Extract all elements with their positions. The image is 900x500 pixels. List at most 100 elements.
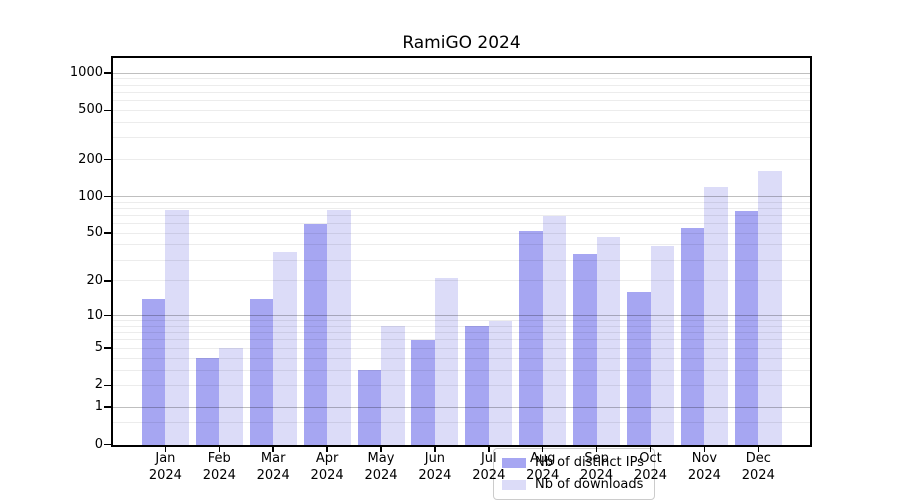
bar-distinct-ips	[465, 326, 489, 445]
x-tick-mark	[595, 446, 598, 452]
x-tick-label: May 2024	[351, 451, 411, 484]
x-tick-mark	[703, 446, 706, 452]
bars-layer	[113, 58, 810, 445]
x-tick-month: Nov	[691, 451, 718, 466]
bar-downloads	[488, 320, 513, 445]
x-tick-label: Aug 2024	[513, 451, 573, 484]
x-tick-year: 2024	[687, 467, 721, 483]
x-tick-mark	[541, 446, 544, 452]
x-tick-year: 2024	[580, 467, 614, 483]
bar-downloads	[165, 210, 189, 445]
y-tick-label: 500	[78, 102, 103, 118]
y-tick-mark	[104, 443, 111, 446]
legend-item-distinct-ips: Nb of distinct IPs	[502, 454, 646, 472]
x-tick-year: 2024	[364, 467, 398, 483]
x-tick-mark	[218, 446, 221, 452]
x-tick-mark	[326, 446, 328, 452]
bar-downloads	[596, 236, 621, 445]
x-tick-month: May	[367, 451, 395, 466]
x-tick-mark	[380, 446, 382, 452]
x-tick-label: Jan 2024	[135, 451, 195, 484]
bar-distinct-ips	[141, 299, 166, 445]
x-tick-month: Mar	[260, 451, 286, 466]
y-tick-label: 50	[86, 225, 103, 241]
bar-downloads	[434, 278, 459, 445]
bar-distinct-ips	[195, 358, 220, 445]
x-tick-year: 2024	[741, 467, 775, 483]
bar-downloads	[704, 186, 728, 445]
y-tick-mark	[104, 384, 111, 387]
legend-item-downloads: Nb of downloads	[502, 476, 646, 494]
x-tick-label: Dec 2024	[728, 451, 788, 484]
y-tick-label: 1000	[69, 65, 103, 81]
y-tick-label: 2	[94, 377, 103, 393]
bar-distinct-ips	[411, 339, 435, 445]
x-tick-mark	[757, 446, 760, 452]
x-tick-month: Dec	[745, 451, 771, 466]
x-tick-mark	[649, 446, 652, 452]
y-tick-mark	[104, 314, 111, 317]
y-tick-label: 100	[78, 188, 103, 204]
x-tick-year: 2024	[256, 467, 290, 483]
x-tick-month: Jul	[480, 451, 497, 466]
x-tick-label: Apr 2024	[297, 451, 357, 484]
legend-swatch-downloads	[502, 479, 526, 490]
bar-downloads	[273, 252, 297, 445]
legend-swatch-distinct-ips	[502, 457, 526, 468]
legend-label: Nb of downloads	[535, 477, 644, 492]
x-tick-mark	[488, 446, 490, 452]
y-tick-mark	[104, 72, 111, 75]
bar-downloads	[381, 326, 405, 445]
x-tick-year: 2024	[526, 467, 560, 483]
bar-distinct-ips	[249, 299, 274, 445]
x-tick-label: Nov 2024	[674, 451, 734, 484]
x-tick-month: Apr	[315, 451, 339, 466]
bar-distinct-ips	[734, 211, 759, 445]
x-tick-year: 2024	[202, 467, 236, 483]
bar-distinct-ips	[627, 292, 651, 445]
x-tick-mark	[272, 446, 274, 452]
y-tick-label: 1	[94, 399, 103, 415]
bar-downloads	[327, 210, 351, 445]
x-tick-mark	[434, 446, 436, 452]
y-tick-label: 200	[78, 151, 103, 167]
bar-downloads	[758, 170, 782, 445]
x-tick-label: Mar 2024	[243, 451, 303, 484]
x-tick-year: 2024	[472, 467, 506, 483]
y-tick-label: 0	[94, 436, 103, 452]
bar-distinct-ips	[303, 223, 328, 445]
x-tick-month: Sep	[584, 451, 609, 466]
x-tick-month: Feb	[207, 451, 231, 466]
y-tick-mark	[104, 347, 111, 350]
y-tick-label: 20	[86, 272, 103, 288]
bar-downloads	[219, 348, 243, 445]
bar-distinct-ips	[357, 370, 381, 445]
x-tick-year: 2024	[148, 467, 182, 483]
x-tick-month: Aug	[529, 451, 556, 466]
x-tick-label: Jun 2024	[405, 451, 465, 484]
x-tick-month: Oct	[639, 451, 662, 466]
x-tick-label: Sep 2024	[567, 451, 627, 484]
x-tick-month: Jan	[155, 451, 176, 466]
x-tick-label: Feb 2024	[189, 451, 249, 484]
y-tick-mark	[104, 195, 111, 198]
y-tick-mark	[104, 232, 111, 235]
y-tick-label: 10	[86, 307, 103, 323]
bar-distinct-ips	[519, 231, 543, 445]
legend: Nb of distinct IPs Nb of downloads	[493, 447, 655, 500]
x-tick-mark	[164, 446, 167, 452]
bar-distinct-ips	[573, 253, 597, 445]
bar-downloads	[542, 215, 567, 445]
chart-title: RamiGO 2024	[402, 33, 521, 53]
y-tick-mark	[104, 406, 111, 409]
x-tick-year: 2024	[418, 467, 452, 483]
y-tick-mark	[104, 109, 111, 112]
x-tick-year: 2024	[310, 467, 344, 483]
x-tick-label: Oct 2024	[621, 451, 681, 484]
x-tick-year: 2024	[633, 467, 668, 483]
x-tick-label: Jul 2024	[459, 451, 519, 484]
legend-label: Nb of distinct IPs	[535, 455, 644, 470]
y-tick-mark	[104, 158, 111, 161]
bar-downloads	[650, 246, 674, 445]
